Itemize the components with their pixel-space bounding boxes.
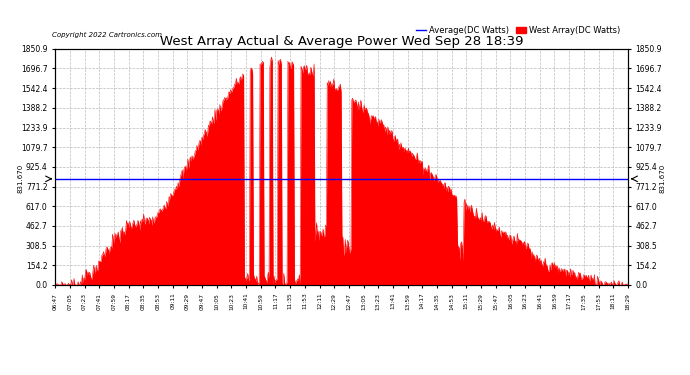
Text: 831.670: 831.670 — [660, 164, 665, 194]
Legend: Average(DC Watts), West Array(DC Watts): Average(DC Watts), West Array(DC Watts) — [413, 22, 624, 38]
Title: West Array Actual & Average Power Wed Sep 28 18:39: West Array Actual & Average Power Wed Se… — [160, 34, 523, 48]
Text: 831.670: 831.670 — [18, 164, 23, 194]
Text: Copyright 2022 Cartronics.com: Copyright 2022 Cartronics.com — [52, 32, 161, 38]
